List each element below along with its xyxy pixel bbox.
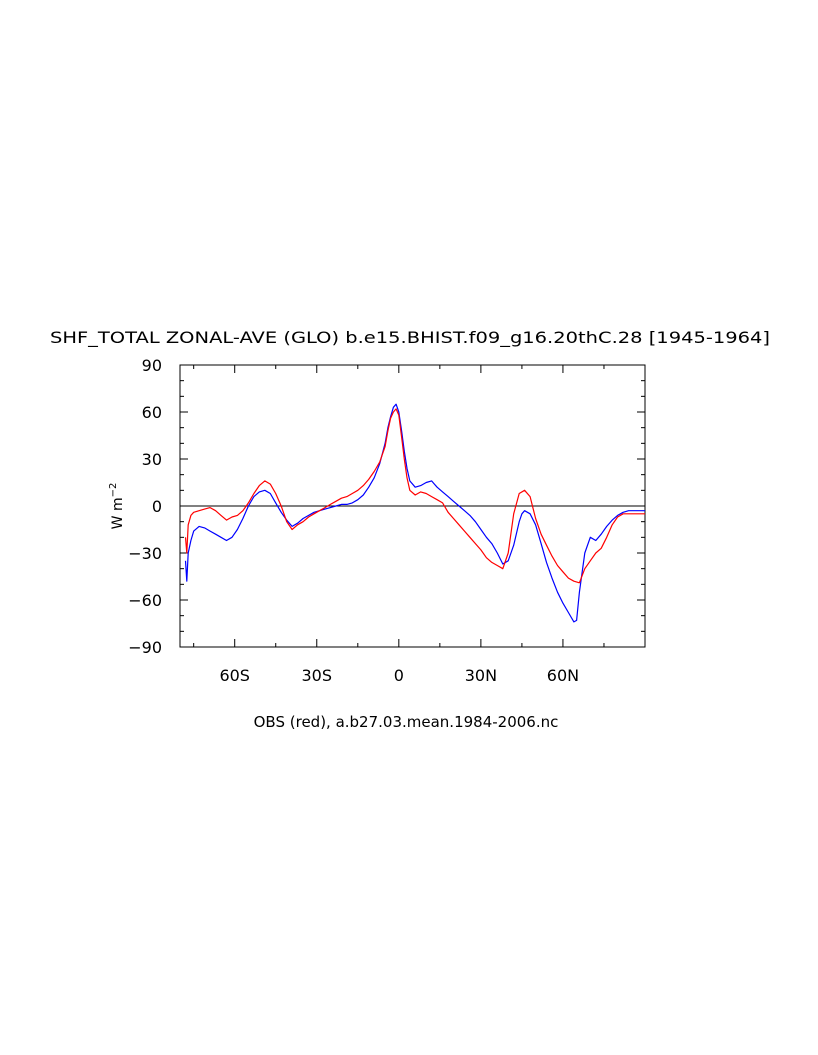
y-tick-label: −90 [128,638,162,657]
y-tick-label: −60 [128,591,162,610]
x-tick-label: 60N [547,666,579,685]
y-tick-label: 30 [142,450,162,469]
y-tick-label: 60 [142,403,162,422]
y-tick-label: 0 [152,497,162,516]
series-line-red [184,408,645,584]
x-axis-label: OBS (red), a.b27.03.mean.1984-2006.nc [254,713,559,731]
plot-area: 90 60 30 0 −30 −60 −90 60S 30S 0 30N 60N [128,356,646,685]
y-tick-label: 90 [142,356,162,375]
x-tick-label: 30S [302,666,333,685]
x-tick-label: 60S [219,666,250,685]
x-tick-label: 30N [465,666,497,685]
series-line-blue [184,403,645,623]
x-tick-label: 0 [394,666,404,685]
chart-title: SHF_TOTAL ZONAL-AVE (GLO) b.e15.BHIST.f0… [50,328,770,348]
y-tick-label: −30 [128,544,162,563]
y-axis-label: W m−2 [108,483,126,530]
